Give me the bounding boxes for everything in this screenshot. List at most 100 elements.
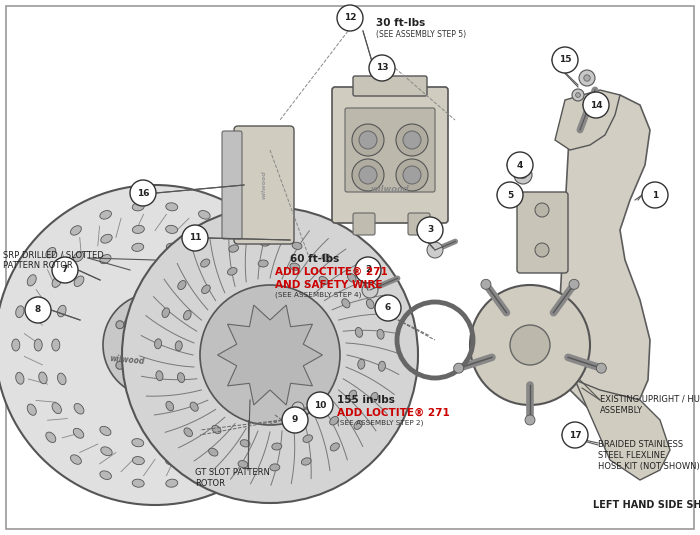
Circle shape: [535, 203, 549, 217]
Circle shape: [130, 180, 156, 206]
Ellipse shape: [46, 432, 56, 442]
Text: 2: 2: [365, 265, 371, 274]
Circle shape: [512, 192, 518, 198]
Text: 10: 10: [314, 401, 326, 409]
Circle shape: [562, 422, 588, 448]
Circle shape: [292, 402, 304, 414]
Ellipse shape: [198, 234, 209, 243]
Ellipse shape: [162, 308, 169, 317]
Ellipse shape: [124, 314, 139, 328]
Circle shape: [103, 293, 207, 397]
Text: 1: 1: [652, 190, 658, 200]
Ellipse shape: [38, 372, 47, 384]
Ellipse shape: [303, 435, 312, 442]
Circle shape: [122, 207, 418, 503]
Circle shape: [362, 282, 378, 298]
Ellipse shape: [184, 428, 192, 437]
Circle shape: [151, 301, 159, 309]
Ellipse shape: [354, 421, 362, 430]
Ellipse shape: [258, 260, 268, 267]
Ellipse shape: [46, 248, 56, 258]
Ellipse shape: [132, 203, 144, 211]
Circle shape: [282, 407, 308, 433]
Circle shape: [514, 166, 532, 184]
Ellipse shape: [349, 390, 356, 400]
Ellipse shape: [302, 458, 311, 465]
Polygon shape: [555, 90, 620, 150]
Ellipse shape: [263, 372, 272, 384]
Ellipse shape: [199, 426, 210, 435]
Ellipse shape: [226, 429, 237, 438]
Polygon shape: [218, 305, 323, 405]
Circle shape: [0, 185, 315, 505]
Ellipse shape: [74, 429, 84, 438]
Circle shape: [535, 243, 549, 257]
Circle shape: [552, 47, 578, 73]
Polygon shape: [575, 380, 670, 480]
Ellipse shape: [248, 277, 258, 287]
Text: ASSEMBLY: ASSEMBLY: [600, 406, 643, 415]
Ellipse shape: [52, 403, 62, 414]
Text: EXISTING UPRIGHT / HUB: EXISTING UPRIGHT / HUB: [600, 395, 700, 404]
Circle shape: [186, 361, 194, 369]
Ellipse shape: [198, 447, 209, 456]
Circle shape: [396, 124, 428, 156]
Circle shape: [596, 363, 606, 373]
Circle shape: [403, 131, 421, 149]
Text: 30 ft-lbs: 30 ft-lbs: [376, 18, 426, 28]
Ellipse shape: [178, 373, 185, 383]
Ellipse shape: [175, 341, 182, 351]
Ellipse shape: [244, 373, 253, 385]
Ellipse shape: [226, 252, 237, 262]
Circle shape: [116, 361, 124, 369]
Circle shape: [372, 60, 388, 76]
Ellipse shape: [132, 456, 144, 465]
Text: 4: 4: [517, 160, 523, 170]
Ellipse shape: [254, 248, 264, 258]
Text: AND SAFETY WIRE: AND SAFETY WIRE: [275, 280, 382, 290]
Ellipse shape: [272, 443, 282, 450]
Ellipse shape: [71, 226, 81, 235]
Text: (SEE ASSEMBLY STEP 5): (SEE ASSEMBLY STEP 5): [376, 30, 466, 39]
Text: BRAIDED STAINLESS: BRAIDED STAINLESS: [598, 440, 683, 449]
Ellipse shape: [172, 314, 186, 328]
Ellipse shape: [27, 404, 36, 415]
Ellipse shape: [199, 471, 210, 479]
Ellipse shape: [347, 273, 356, 282]
Circle shape: [510, 325, 550, 365]
Text: 3: 3: [427, 225, 433, 234]
Circle shape: [25, 297, 51, 323]
Ellipse shape: [100, 426, 111, 435]
Circle shape: [575, 93, 580, 97]
Circle shape: [481, 279, 491, 289]
Ellipse shape: [57, 373, 66, 385]
Ellipse shape: [377, 329, 384, 339]
Text: 11: 11: [189, 233, 202, 242]
Ellipse shape: [190, 402, 198, 411]
FancyBboxPatch shape: [353, 213, 375, 235]
Ellipse shape: [27, 274, 36, 286]
Ellipse shape: [57, 305, 66, 317]
Ellipse shape: [229, 245, 239, 252]
Circle shape: [396, 159, 428, 191]
Ellipse shape: [15, 372, 24, 384]
Ellipse shape: [240, 440, 250, 447]
Ellipse shape: [201, 259, 210, 267]
Ellipse shape: [209, 448, 218, 456]
Text: 8: 8: [35, 305, 41, 315]
Circle shape: [525, 415, 535, 425]
Ellipse shape: [330, 416, 338, 425]
Ellipse shape: [286, 306, 294, 318]
Ellipse shape: [132, 439, 144, 447]
Ellipse shape: [71, 455, 81, 464]
Ellipse shape: [167, 243, 178, 251]
Circle shape: [417, 217, 443, 243]
Ellipse shape: [370, 393, 378, 402]
Ellipse shape: [342, 299, 350, 308]
Circle shape: [454, 363, 463, 373]
Circle shape: [583, 92, 609, 118]
Text: HOSE KIT (NOT SHOWN): HOSE KIT (NOT SHOWN): [598, 462, 700, 471]
Text: 9: 9: [292, 416, 298, 424]
Text: 13: 13: [376, 64, 389, 73]
Circle shape: [427, 242, 443, 258]
